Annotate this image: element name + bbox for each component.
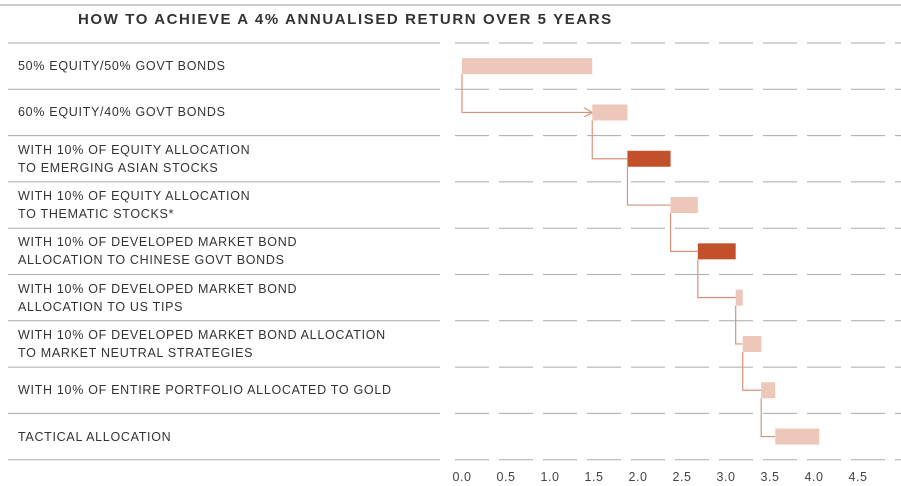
connector <box>742 351 762 391</box>
connector <box>697 259 736 299</box>
x-tick-label: 4.5 <box>849 470 868 484</box>
bar <box>627 150 671 167</box>
category-label: WITH 10% OF ENTIRE PORTFOLIO ALLOCATED T… <box>18 383 392 398</box>
x-tick-label: 0.5 <box>497 470 516 484</box>
x-tick-label: 1.0 <box>541 470 560 484</box>
x-tick-label: 2.0 <box>629 470 648 484</box>
x-tick-label: 1.5 <box>585 470 604 484</box>
chart-title: HOW TO ACHIEVE A 4% ANNUALISED RETURN OV… <box>78 11 613 28</box>
x-tick-label: 4.0 <box>805 470 824 484</box>
category-label: WITH 10% OF DEVELOPED MARKET BOND ALLOCA… <box>18 281 298 314</box>
category-label: WITH 10% OF EQUITY ALLOCATION TO THEMATI… <box>18 189 251 222</box>
bar <box>670 197 698 214</box>
x-tick-label: 0.0 <box>453 470 472 484</box>
x-tick-label: 2.5 <box>673 470 692 484</box>
category-label: TACTICAL ALLOCATION <box>18 429 172 444</box>
category-label: WITH 10% OF EQUITY ALLOCATION TO EMERGIN… <box>18 142 251 175</box>
category-label: WITH 10% OF DEVELOPED MARKET BOND ALLOCA… <box>18 235 298 268</box>
connector <box>669 213 698 252</box>
connector <box>591 120 628 160</box>
connector <box>626 166 671 206</box>
bar <box>742 335 762 352</box>
bar <box>775 428 820 445</box>
connector <box>735 305 743 345</box>
bar <box>592 104 628 121</box>
category-label: WITH 10% OF DEVELOPED MARKET BOND ALLOCA… <box>18 327 386 360</box>
category-label: 50% EQUITY/50% GOVT BONDS <box>18 59 226 74</box>
bar <box>697 243 736 260</box>
x-tick-label: 3.5 <box>761 470 780 484</box>
connector <box>461 74 592 112</box>
bar <box>735 289 743 306</box>
bar <box>761 382 776 399</box>
bar <box>462 58 593 75</box>
connector <box>760 398 776 438</box>
category-label: 60% EQUITY/40% GOVT BONDS <box>18 105 226 120</box>
x-tick-label: 3.0 <box>717 470 736 484</box>
